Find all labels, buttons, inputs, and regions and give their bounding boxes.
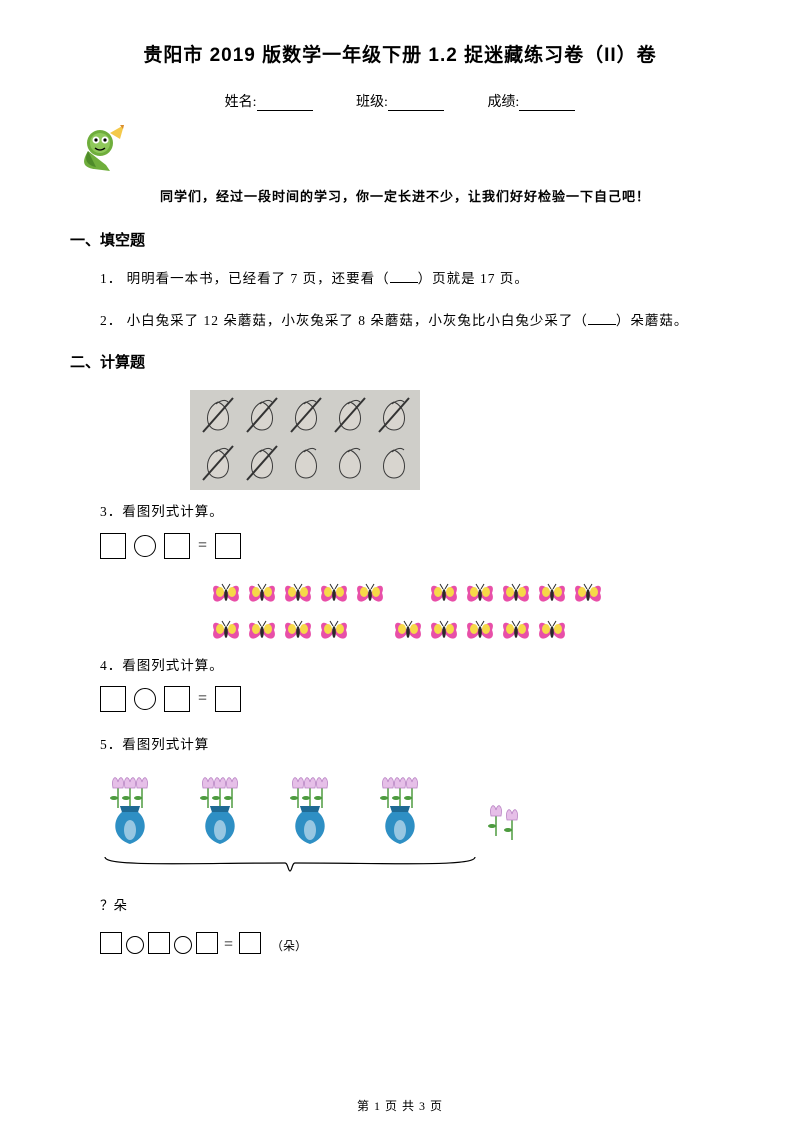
q3-op-circle[interactable]: [134, 535, 156, 557]
question-1: 1． 明明看一本书，已经看了 7 页，还要看（ ）页就是 17 页。: [100, 268, 730, 290]
q5-brace: [100, 855, 730, 880]
q1-blank[interactable]: [390, 282, 418, 283]
q5-op-1[interactable]: [126, 936, 144, 954]
pencil-mascot-icon: [80, 121, 730, 178]
q3-num: 3．: [100, 504, 122, 519]
q3-box-3[interactable]: [215, 533, 241, 559]
q4-op-circle[interactable]: [134, 688, 156, 710]
q3-equals: =: [198, 537, 207, 555]
q4-figure-butterflies: [210, 581, 730, 651]
q3-box-2[interactable]: [164, 533, 190, 559]
q5-op-2[interactable]: [174, 936, 192, 954]
class-label: 班级:: [356, 95, 388, 110]
q4-box-2[interactable]: [164, 686, 190, 712]
q1-num: 1．: [100, 271, 122, 286]
score-blank[interactable]: [519, 97, 575, 111]
q3-figure-peaches: [190, 390, 730, 495]
q5-figure-vases: [100, 770, 730, 853]
q5-box-1[interactable]: [100, 932, 122, 954]
score-label: 成绩:: [487, 95, 519, 110]
intro-text: 同学们，经过一段时间的学习，你一定长进不少，让我们好好检验一下自己吧！: [160, 186, 730, 205]
q1-before: 明明看一本书，已经看了 7 页，还要看（: [127, 271, 390, 286]
q2-after: ）朵蘑菇。: [616, 313, 689, 328]
q5-box-4[interactable]: [239, 932, 261, 954]
question-4: 4．看图列式计算。: [100, 655, 730, 677]
question-3: 3．看图列式计算。: [100, 501, 730, 523]
section-2-head: 二、计算题: [70, 351, 730, 372]
q1-after: ）页就是 17 页。: [418, 271, 529, 286]
q5-box-2[interactable]: [148, 932, 170, 954]
student-info-row: 姓名: 班级: 成绩:: [70, 91, 730, 111]
q5-unit: （朵）: [271, 937, 307, 954]
q5-box-3[interactable]: [196, 932, 218, 954]
q3-box-1[interactable]: [100, 533, 126, 559]
q3-text: 看图列式计算。: [122, 504, 224, 519]
q5-equals: =: [224, 936, 233, 954]
q4-num: 4．: [100, 658, 122, 673]
class-blank[interactable]: [388, 97, 444, 111]
q5-text: 看图列式计算: [122, 737, 209, 752]
page-footer: 第 1 页 共 3 页: [0, 1097, 800, 1114]
q2-num: 2．: [100, 313, 122, 328]
q2-before: 小白兔采了 12 朵蘑菇，小灰兔采了 8 朵蘑菇，小灰兔比小白兔少采了（: [127, 313, 588, 328]
section-1-head: 一、填空题: [70, 229, 730, 250]
q4-text: 看图列式计算。: [122, 658, 224, 673]
question-2: 2． 小白兔采了 12 朵蘑菇，小灰兔采了 8 朵蘑菇，小灰兔比小白兔少采了（ ）…: [100, 310, 730, 332]
q5-question-mark: ？朵: [100, 894, 730, 914]
name-blank[interactable]: [257, 97, 313, 111]
q5-num: 5．: [100, 737, 122, 752]
q2-blank[interactable]: [588, 324, 616, 325]
page-title: 贵阳市 2019 版数学一年级下册 1.2 捉迷藏练习卷（II）卷: [70, 40, 730, 67]
question-5: 5．看图列式计算: [100, 734, 730, 756]
q4-equals: =: [198, 690, 207, 708]
q4-box-1[interactable]: [100, 686, 126, 712]
q4-box-3[interactable]: [215, 686, 241, 712]
q5-equation: = （朵）: [100, 932, 730, 954]
name-label: 姓名:: [225, 95, 257, 110]
q3-equation: =: [100, 533, 730, 559]
q4-equation: =: [100, 686, 730, 712]
